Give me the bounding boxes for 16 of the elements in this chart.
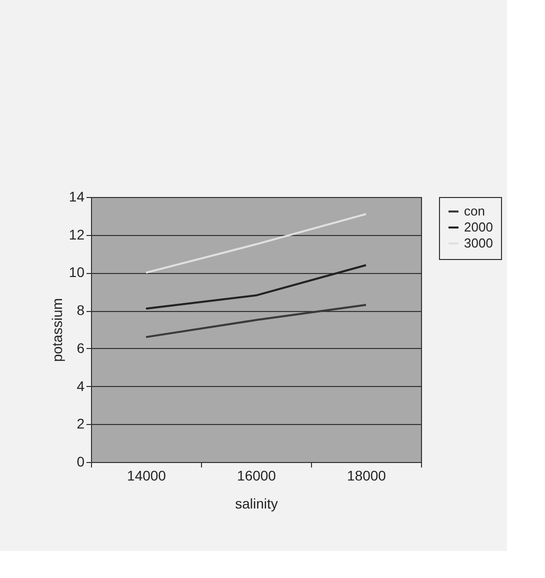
legend-label: 2000 [464, 220, 493, 234]
x-tick-label: 18000 [347, 468, 386, 484]
x-tick-label: 14000 [127, 468, 166, 484]
y-axis-title: potassium [48, 298, 65, 362]
y-tick-label: 12 [68, 226, 85, 242]
y-tick-label: 10 [68, 264, 85, 280]
legend-label: 3000 [464, 236, 493, 250]
y-tick-label: 8 [76, 302, 85, 318]
x-axis-title: salinity [235, 496, 278, 512]
y-tick-label: 6 [76, 340, 85, 356]
y-tick-label: 14 [68, 188, 85, 204]
y-tick-label: 0 [76, 454, 85, 470]
y-tick-label: 4 [76, 378, 85, 394]
legend-label: con [464, 204, 485, 218]
x-tick-label: 16000 [237, 468, 276, 484]
y-tick-label: 2 [76, 416, 85, 432]
